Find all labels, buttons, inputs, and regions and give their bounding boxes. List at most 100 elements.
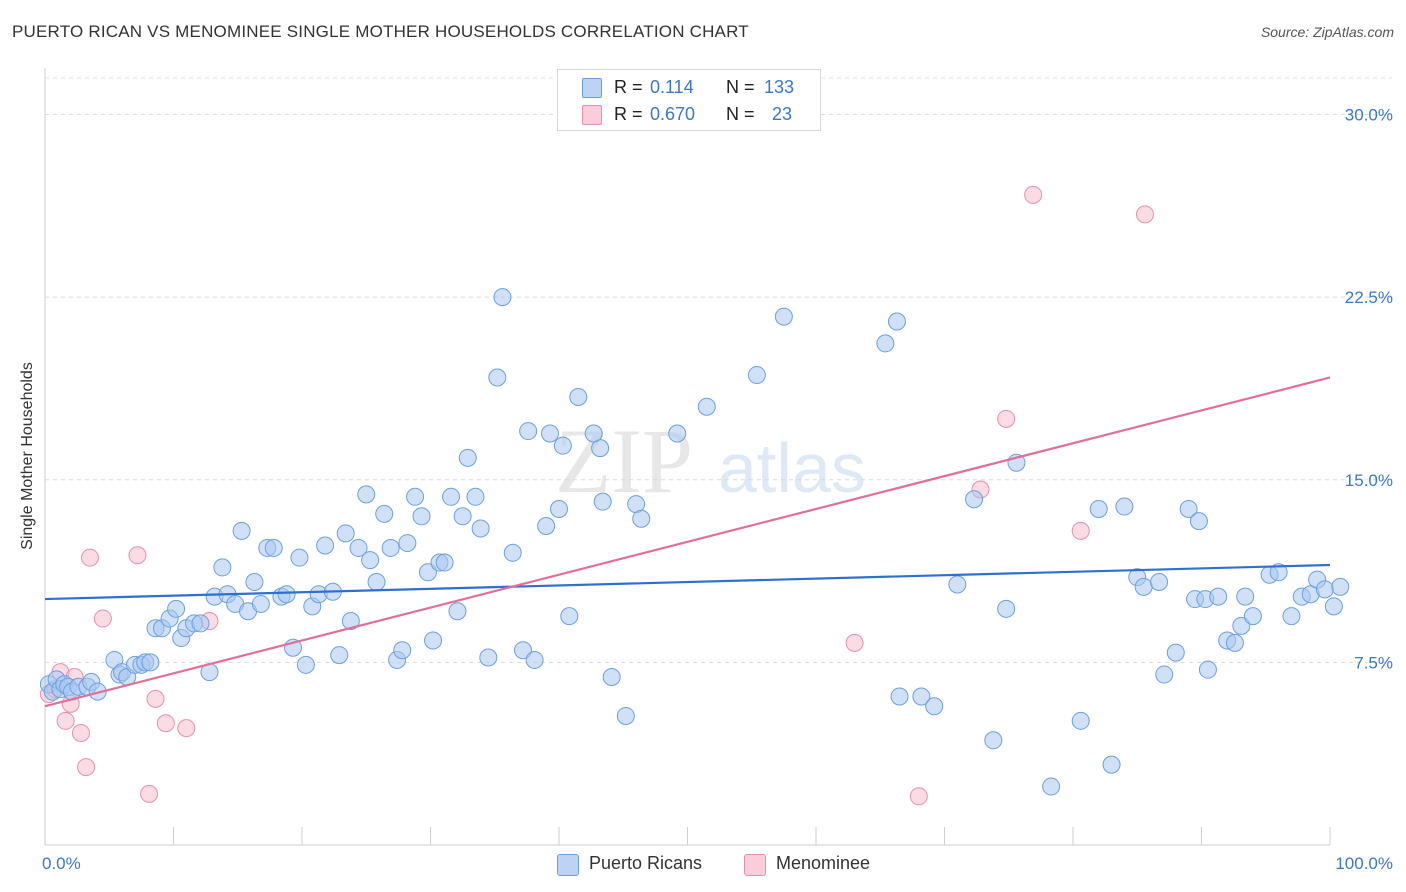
bottom-legend-label: Menominee — [776, 853, 871, 873]
puerto-rican-point — [1115, 497, 1134, 516]
puerto-rican-point — [602, 667, 621, 686]
legend-r-value: 0.670 — [650, 104, 696, 124]
puerto-rican-point — [912, 687, 931, 706]
puerto-rican-point — [479, 648, 498, 667]
puerto-rican-point — [560, 607, 579, 626]
menominee-point — [177, 719, 196, 738]
legend-box: R = 0.114 N = 133 R = 0.670 N = 23 — [557, 69, 821, 131]
tick-labels: 7.5% 15.0% 22.5% 30.0% 0.0% 100.0% — [42, 106, 1393, 873]
puerto-rican-point — [251, 594, 270, 613]
legend-r-label: R = — [614, 104, 643, 124]
legend-r-value: 0.114 — [650, 77, 694, 97]
x-tick-label: 0.0% — [42, 854, 81, 873]
puerto-rican-point — [493, 288, 512, 307]
puerto-rican-point — [1324, 597, 1343, 616]
puerto-rican-point — [616, 706, 635, 725]
puerto-rican-point — [948, 575, 967, 594]
puerto-rican-point — [890, 687, 909, 706]
legend-row-puerto-ricans: R = 0.114 N = 133 — [558, 74, 820, 100]
puerto-rican-point — [537, 517, 556, 536]
puerto-rican-point — [1232, 616, 1251, 635]
puerto-rican-point — [997, 599, 1016, 618]
puerto-rican-point — [296, 655, 315, 674]
puerto-rican-point — [393, 641, 412, 660]
legend-n-value: 133 — [764, 77, 795, 97]
puerto-rican-point — [336, 524, 355, 543]
puerto-rican-point — [984, 731, 1003, 750]
puerto-rican-point — [668, 424, 687, 443]
puerto-rican-point — [1209, 587, 1228, 606]
y-tick-label: 30.0% — [1345, 106, 1393, 125]
bottom-legend-swatch-blue — [557, 854, 579, 876]
puerto-rican-point — [341, 611, 360, 630]
y-tick-label: 7.5% — [1354, 653, 1393, 672]
puerto-rican-point — [466, 487, 485, 506]
legend-swatch-pink — [582, 105, 602, 125]
puerto-rican-point — [593, 492, 612, 511]
menominee-point — [56, 711, 75, 730]
puerto-rican-point — [141, 653, 160, 672]
puerto-rican-point — [876, 334, 895, 353]
legend-row-menominee: R = 0.670 N = 23 — [558, 101, 820, 127]
puerto-rican-point — [774, 307, 793, 326]
puerto-rican-point — [245, 573, 264, 592]
puerto-rican-point — [887, 312, 906, 331]
puerto-rican-point — [453, 507, 472, 526]
puerto-rican-point — [1071, 711, 1090, 730]
menominee-trend-line — [44, 376, 1331, 708]
y-tick-label: 15.0% — [1345, 471, 1393, 490]
puerto-rican-point — [191, 614, 210, 633]
puerto-rican-point — [1089, 499, 1108, 518]
puerto-rican-point — [277, 585, 296, 604]
puerto-rican-point — [349, 538, 368, 557]
puerto-rican-point — [550, 499, 568, 518]
puerto-rican-point — [1150, 573, 1169, 592]
puerto-rican-point — [1134, 577, 1153, 596]
puerto-rican-point — [316, 536, 335, 555]
puerto-rican-point — [1243, 607, 1262, 626]
puerto-rican-point — [697, 397, 716, 416]
menominee-point — [77, 758, 96, 777]
legend-n-label: N = — [726, 104, 755, 124]
watermark: ZIP atlas — [555, 410, 866, 512]
trend-lines — [44, 376, 1331, 708]
puerto-rican-point — [1102, 755, 1121, 774]
puerto-rican-point — [448, 602, 467, 621]
puerto-rican-point — [553, 436, 572, 455]
puerto-rican-point — [1315, 580, 1334, 599]
menominee-point — [845, 633, 864, 652]
legend-n-label: N = — [726, 77, 755, 97]
puerto-rican-point — [488, 368, 507, 387]
gridlines — [45, 77, 1392, 663]
puerto-rican-points — [39, 288, 1350, 796]
puerto-rican-point — [1155, 665, 1174, 684]
puerto-rican-point — [375, 504, 394, 523]
puerto-rican-point — [525, 650, 544, 669]
menominee-point — [71, 723, 90, 742]
puerto-rican-point — [398, 534, 417, 553]
puerto-rican-point — [1198, 660, 1217, 679]
puerto-rican-point — [167, 599, 186, 618]
puerto-rican-point — [747, 366, 766, 385]
menominee-point — [997, 409, 1016, 428]
puerto-rican-point — [264, 538, 283, 557]
puerto-rican-point — [435, 553, 454, 572]
legend-n-value: 23 — [772, 104, 793, 124]
puerto-rican-point — [1236, 587, 1255, 606]
menominee-point — [1135, 205, 1154, 224]
puerto-rican-trend-line — [44, 563, 1331, 601]
puerto-rican-point — [361, 551, 380, 570]
puerto-rican-point — [569, 387, 588, 406]
legend-swatch-blue — [582, 78, 602, 98]
puerto-rican-point — [213, 558, 232, 577]
axes — [44, 68, 1331, 846]
puerto-rican-point — [1225, 633, 1244, 652]
menominee-point — [140, 784, 159, 803]
puerto-rican-point — [1331, 577, 1350, 596]
puerto-rican-point — [584, 424, 603, 443]
puerto-rican-point — [471, 519, 490, 538]
menominee-point — [80, 548, 99, 567]
puerto-rican-point — [541, 424, 560, 443]
puerto-rican-point — [381, 538, 400, 557]
